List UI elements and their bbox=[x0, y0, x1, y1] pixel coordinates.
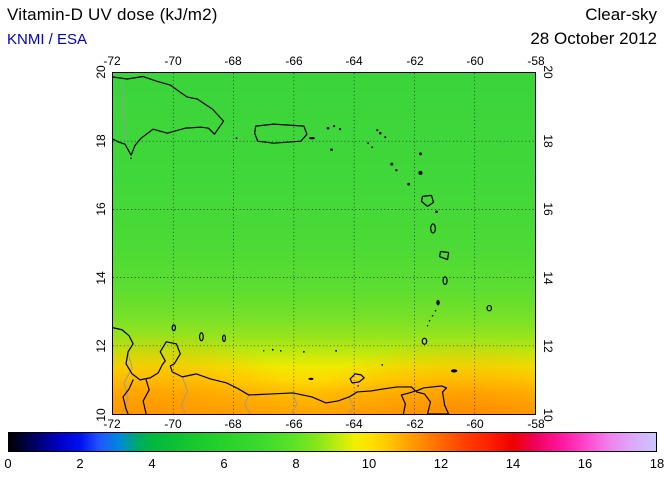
colorbar-tick-label: 16 bbox=[577, 456, 593, 471]
lon-tick-label: -58 bbox=[527, 54, 545, 68]
colorbar-tick-label: 18 bbox=[649, 456, 665, 471]
lat-tick-label: 10 bbox=[541, 408, 555, 422]
lon-tick-label: -62 bbox=[406, 54, 424, 68]
uv-hotspot-right bbox=[315, 342, 535, 414]
lon-tick-label: -62 bbox=[406, 417, 424, 431]
map-frame bbox=[112, 72, 536, 415]
graticule-grid bbox=[113, 73, 535, 414]
lon-tick-label: -64 bbox=[345, 417, 363, 431]
lat-tick-label: 20 bbox=[541, 65, 555, 79]
lon-tick-label: -60 bbox=[466, 54, 484, 68]
page-title: Vitamin-D UV dose (kJ/m2) bbox=[7, 5, 218, 24]
small-islands bbox=[130, 125, 458, 387]
lon-tick-label: -68 bbox=[224, 54, 242, 68]
colorbar-tick-label: 8 bbox=[292, 456, 300, 471]
lon-tick-label: -66 bbox=[285, 417, 303, 431]
lat-tick-label: 14 bbox=[541, 271, 555, 285]
lat-tick-label: 10 bbox=[94, 408, 108, 422]
colorbar-tick-label: 14 bbox=[505, 456, 521, 471]
lon-tick-label: -58 bbox=[527, 417, 545, 431]
lat-tick-label: 12 bbox=[94, 339, 108, 353]
lat-tick-label: 16 bbox=[94, 202, 108, 216]
colorbar-tick-label: 4 bbox=[148, 456, 156, 471]
credit-text: KNMI / ESA bbox=[7, 31, 88, 48]
condition-label: Clear-sky bbox=[585, 5, 657, 24]
lat-tick-label: 20 bbox=[94, 65, 108, 79]
lon-tick-label: -70 bbox=[164, 54, 182, 68]
colorbar-tick-label: 0 bbox=[4, 456, 12, 471]
lat-tick-label: 14 bbox=[94, 271, 108, 285]
colorbar bbox=[8, 432, 657, 452]
colorbar-tick-label: 12 bbox=[433, 456, 449, 471]
coastlines bbox=[113, 75, 493, 414]
map-overlay-svg bbox=[113, 73, 535, 414]
lon-tick-label: -70 bbox=[164, 417, 182, 431]
lon-tick-label: -72 bbox=[103, 54, 121, 68]
lat-tick-label: 18 bbox=[541, 134, 555, 148]
lat-tick-label: 12 bbox=[541, 339, 555, 353]
lon-tick-label: -72 bbox=[103, 417, 121, 431]
colorbar-tick-label: 6 bbox=[220, 456, 228, 471]
lat-tick-label: 16 bbox=[541, 202, 555, 216]
lon-tick-label: -68 bbox=[224, 417, 242, 431]
lon-tick-label: -60 bbox=[466, 417, 484, 431]
date-label: 28 October 2012 bbox=[530, 29, 657, 48]
lon-tick-label: -66 bbox=[285, 54, 303, 68]
country-borders bbox=[120, 81, 354, 414]
lat-tick-label: 18 bbox=[94, 134, 108, 148]
lon-tick-label: -64 bbox=[345, 54, 363, 68]
uv-hotspot-left bbox=[113, 332, 308, 414]
colorbar-tick-label: 10 bbox=[361, 456, 377, 471]
colorbar-tick-label: 2 bbox=[76, 456, 84, 471]
